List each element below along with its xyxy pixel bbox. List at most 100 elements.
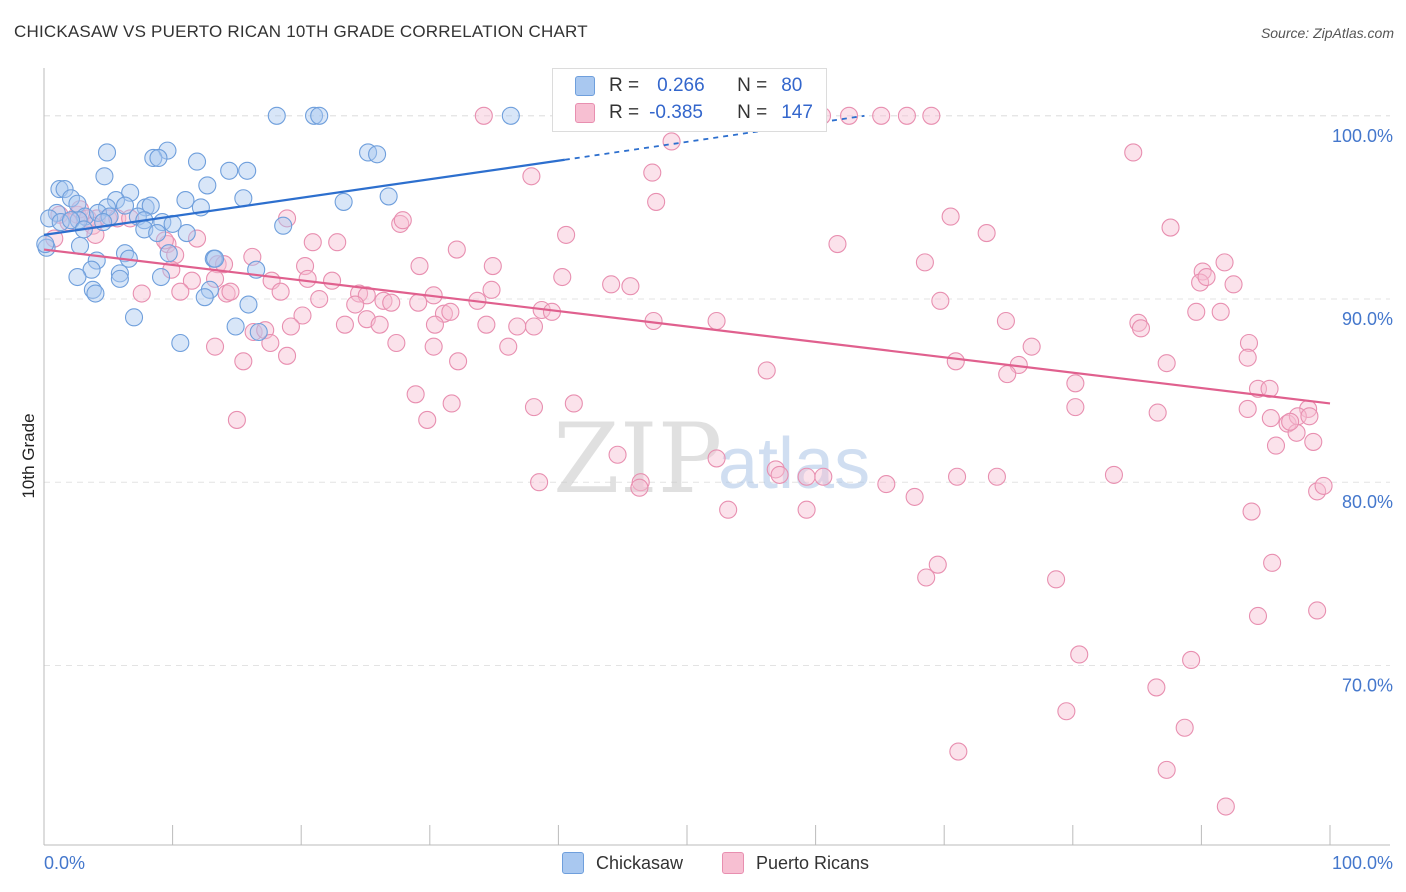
chickasaw-point bbox=[55, 180, 74, 199]
puerto-ricans-point bbox=[522, 167, 541, 186]
chickasaw-point bbox=[61, 211, 81, 230]
puerto-ricans-point bbox=[941, 207, 960, 226]
chart-title: CHICKASAW VS PUERTO RICAN 10TH GRADE COR… bbox=[14, 22, 588, 41]
puerto-ricans-point bbox=[205, 337, 225, 356]
puerto-ricans-point bbox=[621, 277, 640, 296]
chickasaw-point bbox=[70, 236, 90, 255]
puerto-ricans-point bbox=[872, 106, 891, 125]
puerto-ricans-point bbox=[310, 289, 329, 309]
puerto-ricans-point bbox=[441, 302, 460, 321]
puerto-ricans-point bbox=[187, 229, 207, 248]
puerto-ricans-point bbox=[166, 245, 185, 265]
puerto-ricans-point bbox=[425, 315, 444, 334]
puerto-ricans-point bbox=[1238, 399, 1257, 418]
puerto-ricans-point bbox=[474, 106, 493, 125]
puerto-ricans-point bbox=[234, 352, 253, 371]
puerto-ricans-point bbox=[1304, 432, 1323, 451]
chickasaw-point bbox=[144, 148, 163, 167]
puerto-ricans-point bbox=[1147, 678, 1166, 697]
puerto-ricans-point bbox=[1287, 423, 1306, 442]
legend-item-puerto-ricans[interactable]: Puerto Ricans bbox=[722, 852, 869, 874]
chickasaw-point bbox=[187, 152, 207, 171]
y-tick-label: 80.0% bbox=[1342, 492, 1393, 512]
puerto-ricans-point bbox=[1157, 760, 1176, 779]
puerto-ricans-point bbox=[182, 271, 201, 290]
puerto-ricans-point bbox=[1224, 275, 1243, 294]
puerto-ricans-point bbox=[814, 467, 833, 486]
legend-item-chickasaw[interactable]: Chickasaw bbox=[562, 852, 683, 874]
puerto-ricans-point bbox=[50, 205, 69, 224]
chickasaw-point bbox=[82, 260, 101, 279]
puerto-ricans-point bbox=[261, 333, 280, 353]
puerto-ricans-point bbox=[298, 269, 317, 288]
puerto-ricans-point bbox=[647, 192, 666, 211]
chickasaw-point bbox=[334, 192, 353, 211]
puerto-ricans-point bbox=[293, 306, 312, 325]
puerto-ricans-point bbox=[557, 225, 576, 244]
chickasaw-point bbox=[239, 295, 258, 314]
puerto-ricans-point bbox=[214, 255, 234, 274]
puerto-ricans-point bbox=[630, 478, 649, 497]
puerto-ricans-point bbox=[931, 291, 950, 310]
puerto-ricans-point bbox=[1161, 218, 1180, 237]
puerto-ricans-point bbox=[1175, 718, 1194, 737]
puerto-ricans-point bbox=[1263, 553, 1282, 572]
chickasaw-point bbox=[226, 317, 245, 336]
x-max-label: 100.0% bbox=[1332, 853, 1393, 873]
puerto-ricans-point bbox=[1281, 412, 1300, 431]
chickasaw-point bbox=[149, 148, 168, 167]
legend-row-chickasaw: R = 0.266 N = 80 bbox=[575, 74, 802, 98]
puerto-ricans-point bbox=[323, 271, 342, 290]
puerto-ricans-point bbox=[631, 473, 650, 492]
puerto-ricans-point bbox=[1104, 465, 1124, 484]
chickasaw-point bbox=[97, 143, 117, 162]
puerto-ricans-point bbox=[602, 275, 621, 294]
chickasaw-point bbox=[501, 106, 520, 125]
puerto-ricans-point bbox=[1182, 650, 1201, 670]
puerto-ricans-point bbox=[382, 293, 401, 312]
chart-source: Source: ZipAtlas.com bbox=[1260, 25, 1394, 41]
chickasaw-point bbox=[310, 106, 329, 125]
puerto-ricans-point bbox=[905, 487, 924, 506]
puerto-ricans-point bbox=[757, 361, 776, 380]
puerto-ricans-point bbox=[1314, 476, 1333, 495]
puerto-ricans-point bbox=[608, 445, 627, 464]
puerto-ricans-point bbox=[922, 106, 941, 125]
puerto-ricans-point bbox=[370, 315, 389, 334]
puerto-ricans-point bbox=[227, 410, 246, 429]
y-tick-label: 90.0% bbox=[1342, 309, 1393, 329]
puerto-ricans-point bbox=[482, 280, 501, 299]
puerto-ricans-point bbox=[797, 500, 816, 519]
chickasaw-point bbox=[68, 267, 87, 287]
puerto-ricans-point bbox=[442, 394, 461, 413]
chickasaw-point bbox=[148, 224, 167, 243]
puerto-ricans-point bbox=[350, 284, 369, 303]
puerto-ricans-n-label: N = bbox=[737, 102, 768, 123]
chickasaw-point bbox=[106, 191, 126, 210]
puerto-ricans-n-value: 147 bbox=[781, 102, 813, 123]
chickasaw-point bbox=[171, 333, 190, 353]
chickasaw-legend-label: Chickasaw bbox=[596, 852, 684, 873]
chickasaw-r-value: 0.266 bbox=[657, 75, 705, 96]
chickasaw-legend-swatch bbox=[562, 852, 584, 874]
puerto-ricans-point bbox=[409, 293, 428, 312]
chickasaw-point bbox=[95, 167, 114, 186]
puerto-ricans-point bbox=[410, 256, 429, 276]
puerto-ricans-point bbox=[477, 315, 496, 334]
puerto-ricans-point bbox=[393, 211, 412, 230]
puerto-ricans-point bbox=[1266, 436, 1286, 455]
puerto-ricans-point bbox=[524, 317, 544, 336]
puerto-ricans-point bbox=[977, 224, 996, 243]
puerto-ricans-point bbox=[719, 500, 738, 519]
puerto-ricans-point bbox=[1047, 570, 1066, 589]
puerto-ricans-point bbox=[418, 410, 437, 429]
puerto-ricans-point bbox=[707, 311, 726, 331]
puerto-ricans-point bbox=[244, 322, 263, 342]
chickasaw-point bbox=[305, 106, 324, 125]
puerto-ricans-point bbox=[662, 132, 681, 151]
axes bbox=[43, 68, 1390, 846]
puerto-ricans-point bbox=[1070, 645, 1089, 664]
puerto-ricans-point bbox=[1148, 403, 1167, 422]
puerto-ricans-point bbox=[1187, 302, 1206, 321]
